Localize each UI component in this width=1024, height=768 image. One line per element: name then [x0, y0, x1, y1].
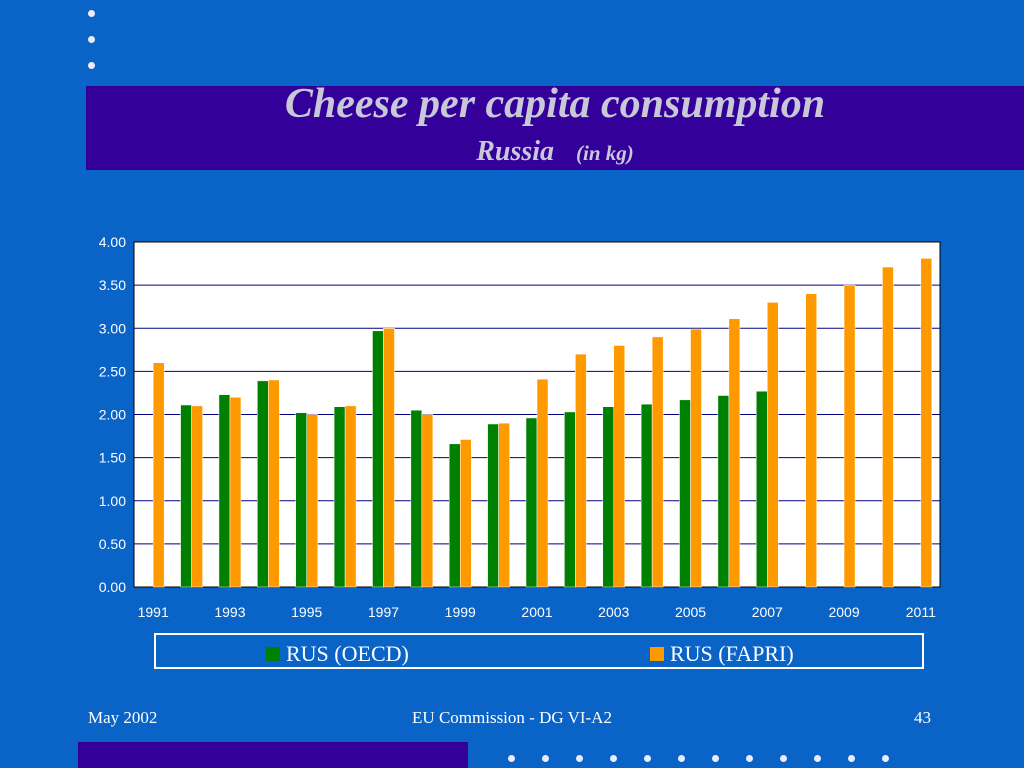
- bottom-band: [78, 742, 468, 768]
- fapri-bar-2006: [728, 318, 741, 588]
- footer-date: May 2002: [88, 708, 158, 727]
- legend-label-fapri: RUS (FAPRI): [670, 641, 794, 666]
- x-tick-label: 1999: [445, 604, 476, 620]
- top-dot-column: [88, 10, 100, 88]
- oecd-bar-1993: [218, 394, 231, 588]
- y-tick-label: 2.00: [99, 407, 126, 423]
- subtitle-unit: (in kg): [576, 141, 634, 165]
- legend-item-oecd: RUS (OECD): [266, 641, 409, 667]
- fapri-bar-1995: [306, 414, 318, 588]
- fapri-bar-1997: [383, 328, 395, 588]
- decorative-dot-icon: [88, 36, 95, 43]
- decorative-dot-icon: [610, 755, 617, 762]
- decorative-dot-icon: [848, 755, 855, 762]
- oecd-swatch-icon: [266, 647, 280, 661]
- slide-title: Cheese per capita consumption: [284, 81, 826, 127]
- x-tick-label: 2007: [752, 604, 783, 620]
- y-tick-label: 1.50: [99, 450, 126, 466]
- fapri-bar-1993: [229, 397, 242, 588]
- legend-label-oecd: RUS (OECD): [286, 641, 409, 666]
- oecd-bar-2004: [640, 403, 653, 588]
- oecd-bar-2007: [756, 390, 768, 588]
- oecd-bar-1998: [410, 409, 423, 588]
- y-tick-label: 3.00: [99, 320, 126, 336]
- fapri-bar-2001: [536, 378, 549, 588]
- y-tick-label: 2.50: [99, 363, 126, 379]
- oecd-bar-1997: [372, 330, 384, 588]
- x-tick-label: 2011: [906, 604, 936, 620]
- fapri-bar-2004: [651, 336, 664, 588]
- oecd-bar-2006: [717, 395, 730, 588]
- x-tick-label: 2001: [521, 604, 552, 620]
- fapri-swatch-icon: [650, 647, 664, 661]
- decorative-dot-icon: [508, 755, 515, 762]
- fapri-bar-1998: [421, 414, 434, 588]
- decorative-dot-icon: [644, 755, 651, 762]
- decorative-dot-icon: [746, 755, 753, 762]
- decorative-dot-icon: [542, 755, 549, 762]
- fapri-bar-1994: [268, 379, 280, 588]
- oecd-bar-1996: [333, 406, 346, 588]
- oecd-bar-1995: [295, 412, 307, 588]
- fapri-bar-1992: [191, 405, 203, 588]
- fapri-bar-2007: [767, 302, 779, 588]
- fapri-bar-1996: [344, 405, 357, 588]
- oecd-bar-2002: [564, 411, 576, 588]
- legend-item-fapri: RUS (FAPRI): [650, 641, 794, 667]
- decorative-dot-icon: [780, 755, 787, 762]
- chart-legend: RUS (OECD) RUS (FAPRI): [154, 633, 924, 669]
- fapri-bar-1999: [459, 439, 472, 588]
- oecd-bar-1992: [180, 404, 192, 588]
- oecd-bar-1999: [448, 443, 461, 588]
- x-tick-label: 2003: [598, 604, 629, 620]
- decorative-dot-icon: [678, 755, 685, 762]
- page-number: 43: [914, 708, 931, 727]
- fapri-bar-2010: [882, 266, 894, 588]
- x-tick-label: 2009: [828, 604, 859, 620]
- y-tick-label: 0.50: [99, 536, 126, 552]
- y-tick-label: 0.00: [99, 579, 126, 595]
- footer-org: EU Commission - DG VI-A2: [412, 708, 612, 727]
- oecd-bar-2005: [679, 399, 691, 588]
- subtitle-country: Russia: [476, 136, 555, 167]
- y-tick-label: 1.00: [99, 493, 126, 509]
- fapri-bar-2003: [613, 345, 626, 588]
- fapri-bar-2008: [805, 293, 817, 588]
- fapri-bar-2011: [920, 258, 933, 588]
- bottom-dot-row: [508, 755, 916, 762]
- title-band: [86, 86, 1024, 170]
- y-tick-label: 3.50: [99, 277, 126, 293]
- x-tick-label: 1997: [368, 604, 399, 620]
- slide-subtitle: Russia (in kg): [86, 136, 1024, 168]
- x-tick-label: 1991: [138, 604, 169, 620]
- oecd-bar-2000: [487, 423, 499, 588]
- x-tick-label: 2005: [675, 604, 706, 620]
- y-tick-label: 4.00: [99, 234, 126, 250]
- x-tick-label: 1993: [214, 604, 245, 620]
- decorative-dot-icon: [814, 755, 821, 762]
- fapri-bar-2005: [690, 328, 702, 588]
- x-tick-label: 1995: [291, 604, 322, 620]
- decorative-dot-icon: [88, 62, 95, 69]
- fapri-bar-1991: [152, 362, 165, 588]
- oecd-bar-1994: [257, 380, 269, 588]
- decorative-dot-icon: [712, 755, 719, 762]
- fapri-bar-2000: [498, 422, 510, 588]
- oecd-bar-2003: [602, 406, 615, 588]
- oecd-bar-2001: [525, 417, 538, 588]
- fapri-bar-2002: [575, 353, 587, 588]
- decorative-dot-icon: [576, 755, 583, 762]
- decorative-dot-icon: [882, 755, 889, 762]
- decorative-dot-icon: [88, 10, 95, 17]
- fapri-bar-2009: [843, 284, 856, 588]
